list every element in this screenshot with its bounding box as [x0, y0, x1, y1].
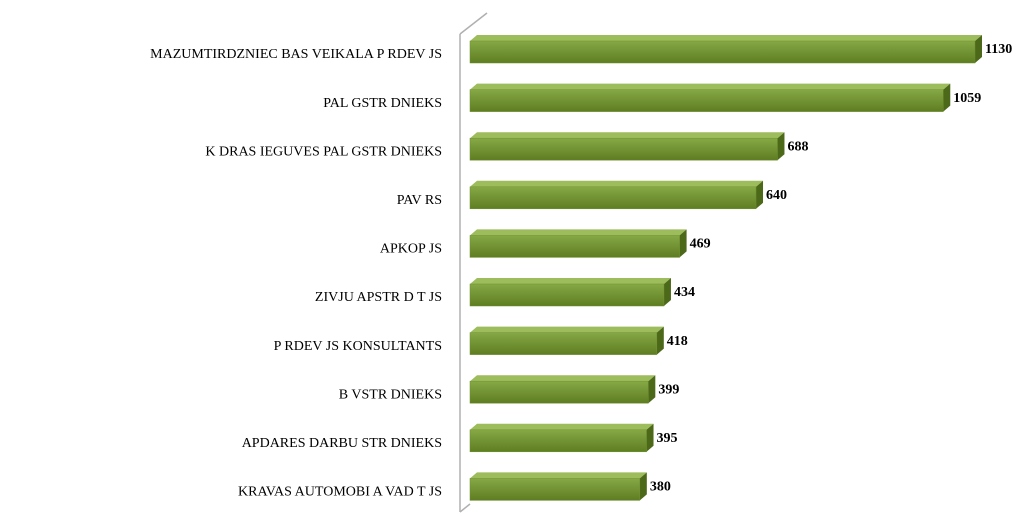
value-label: 1130 [985, 42, 1012, 57]
axis-wall-top [459, 12, 488, 35]
bar-side [648, 375, 656, 404]
category-label: MAZUMTIRDZNIEC BAS VEIKALA P RDEV JS [150, 47, 442, 62]
bar-side [975, 35, 982, 63]
category-label: APDARES DARBU STR DNIEKS [242, 436, 442, 451]
category-label: K DRAS IEGUVES PAL GSTR DNIEKS [205, 144, 442, 159]
bar-side [777, 132, 785, 161]
bar-side [663, 278, 671, 306]
axis-wall-bottom [459, 503, 471, 513]
value-label: 640 [766, 188, 787, 203]
value-label: 1059 [953, 91, 981, 106]
bar [469, 429, 647, 453]
bar-top [470, 375, 656, 382]
category-label: PAV RS [397, 193, 442, 208]
bar [469, 283, 665, 307]
bar-top [470, 180, 764, 187]
bar-top [470, 83, 951, 90]
bar [469, 235, 680, 258]
bar [469, 332, 658, 355]
category-label: B VSTR DNIEKS [339, 387, 442, 402]
bar-top [470, 35, 982, 41]
value-label: 399 [658, 382, 679, 397]
bar-side [756, 180, 764, 209]
bar [469, 380, 649, 404]
bar-top [470, 132, 785, 139]
bar-top [470, 326, 664, 333]
bar [469, 478, 641, 501]
category-label: P RDEV JS KONSULTANTS [274, 339, 442, 354]
value-label: 469 [690, 237, 711, 252]
value-label: 434 [674, 285, 695, 300]
bar-top [470, 472, 647, 479]
bar-top [470, 278, 671, 284]
bar-top [470, 423, 654, 430]
value-label: 688 [787, 139, 808, 154]
bar-side [679, 229, 687, 258]
bar-side [656, 326, 664, 355]
bar-side [943, 83, 951, 112]
category-label: APKOP JS [380, 242, 442, 257]
bar-top [470, 229, 687, 236]
value-label: 395 [657, 431, 678, 446]
bar [469, 137, 778, 161]
category-label: ZIVJU APSTR D T JS [315, 290, 442, 305]
bar-side [646, 423, 654, 452]
value-label: 418 [667, 334, 688, 349]
bar [469, 89, 944, 112]
bar-side [639, 472, 647, 501]
category-label: PAL GSTR DNIEKS [323, 96, 442, 111]
bar [469, 186, 757, 210]
bar [469, 40, 976, 64]
value-label: 380 [650, 480, 671, 495]
category-label: KRAVAS AUTOMOBI A VAD T JS [238, 485, 442, 500]
